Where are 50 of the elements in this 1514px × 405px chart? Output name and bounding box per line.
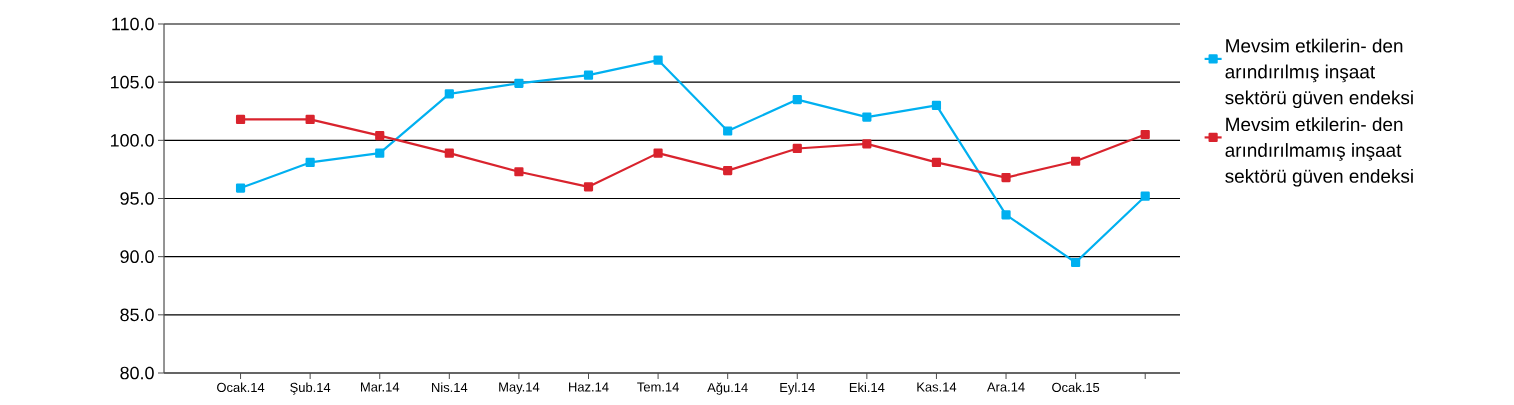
x-tick-label: Eki.14 (849, 382, 885, 392)
x-tick-label: Haz.14 (569, 382, 609, 392)
x-tick-label: Ara.14 (986, 382, 1025, 392)
point (444, 148, 454, 158)
y-tick-label: 90.0 (120, 250, 154, 264)
y-tick-label: 95.0 (120, 192, 154, 205)
x-tick-label: Eyl.14 (780, 382, 815, 395)
y-tick-label: 100.0 (110, 133, 154, 147)
point (1140, 129, 1150, 140)
point (514, 167, 524, 177)
x-tick-label: Mar.14 (361, 382, 400, 392)
y-tick-label: 80.0 (120, 366, 154, 380)
x-tick-label: Ağu.14 (707, 382, 748, 395)
point (931, 100, 942, 111)
point (235, 183, 246, 193)
point (1001, 210, 1011, 220)
x-tick-label: Kas.14 (917, 382, 957, 392)
legend-label: Mevsim etkilerin- den arındırılmamış inşaat sektörü güven endeksi (1225, 117, 1413, 187)
point (583, 182, 594, 192)
point (723, 126, 733, 136)
x-tick-label: Şub.14 (290, 382, 331, 395)
point (653, 55, 663, 65)
y-tick-label: 105.0 (110, 75, 154, 89)
point (444, 89, 454, 99)
x-tick-label: May.14 (499, 382, 540, 395)
point (792, 95, 802, 105)
point (1071, 257, 1081, 268)
point (305, 157, 315, 168)
point (653, 148, 663, 158)
point (862, 112, 872, 122)
point (723, 165, 733, 176)
x-tick-label: Nis.14 (432, 382, 468, 393)
legend-label: Mevsim etkilerin- den arındırılmış inşaat sektörü güven endeksi (1225, 38, 1413, 109)
point (583, 70, 594, 80)
point (1071, 156, 1081, 166)
point (375, 148, 385, 158)
x-tick-label: Ocak.14 (217, 382, 265, 393)
point (514, 78, 524, 88)
point (931, 157, 942, 168)
point (792, 143, 802, 154)
point (1001, 172, 1011, 183)
y-tick-label: 110.0 (112, 17, 154, 31)
point (375, 131, 385, 141)
y-tick-label: 85.0 (120, 308, 154, 322)
point (235, 114, 246, 124)
point (862, 139, 872, 149)
x-tick-label: Ocak.15 (1052, 382, 1100, 393)
point (1140, 191, 1150, 201)
point (305, 114, 315, 124)
x-tick-label: Tem.14 (637, 382, 679, 392)
